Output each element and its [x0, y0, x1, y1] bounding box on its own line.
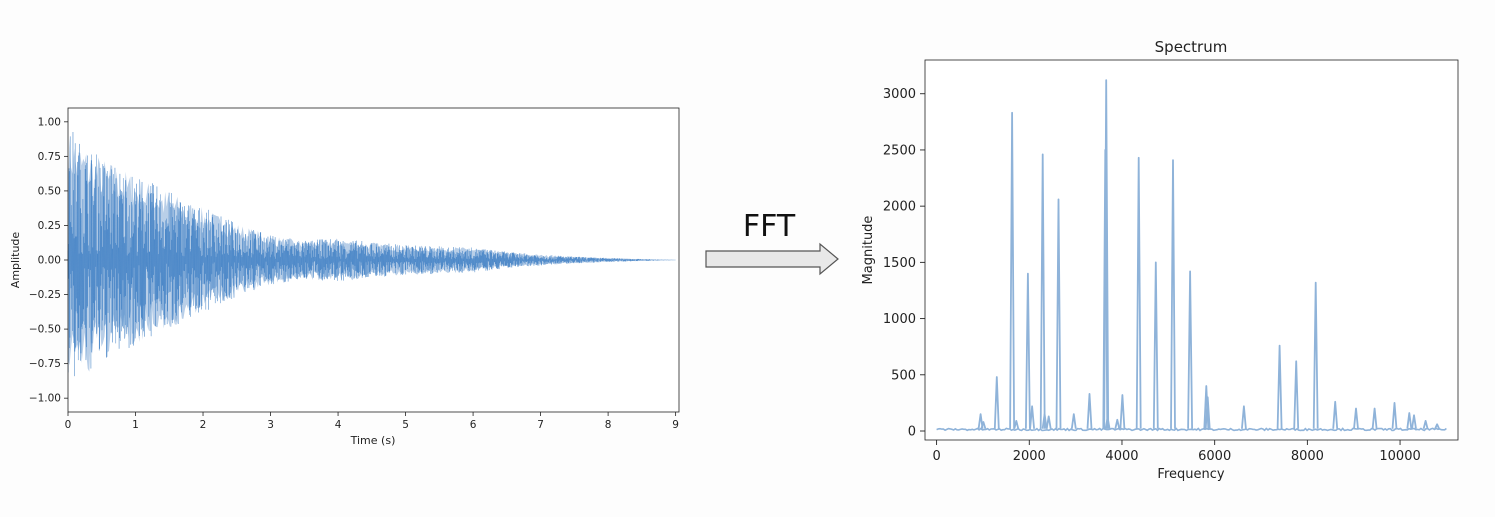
spectrum-peak [1434, 423, 1440, 430]
waveform-x-tick-label: 1 [132, 419, 139, 431]
waveform-x-tick-label: 0 [65, 419, 72, 431]
spectrum-peak [1029, 405, 1035, 429]
fft-arrow-label: FFT [743, 209, 796, 244]
waveform-x-tick-label: 9 [672, 419, 679, 431]
waveform-x-tick-label: 8 [605, 419, 612, 431]
spectrum-peak [1152, 261, 1159, 429]
spectrum-peak [1041, 413, 1048, 429]
spectrum-y-tick-label: 2000 [883, 200, 916, 215]
fft-arrow-icon [705, 242, 839, 276]
spectrum-x-tick-label: 10000 [1379, 449, 1420, 464]
spectrum-x-tick-label: 2000 [1013, 449, 1046, 464]
waveform-x-tick-label: 5 [402, 419, 409, 431]
waveform-chart: 0 1 2 3 4 5 6 7 8 9 −1.00 −0.75 −0.50 −0.25 0.00 0.25 0… [9, 107, 680, 447]
spectrum-peak [1103, 79, 1110, 429]
spectrum-series [936, 79, 1447, 432]
spectrum-chart: 0 2000 4000 6000 8000 10000 0 500 1000 1500 2000 2… [861, 38, 1459, 482]
waveform-x-tick-label: 7 [537, 419, 544, 431]
spectrum-peak [1135, 156, 1142, 429]
spectrum-peak [980, 421, 987, 430]
fft-arrow-group: FFT [705, 209, 839, 276]
spectrum-y-tick-label: 500 [891, 368, 916, 383]
waveform-y-tick-label: 0.25 [38, 220, 61, 232]
spectrum-x-tick-label: 4000 [1105, 449, 1138, 464]
waveform-y-tick-label: 0.75 [38, 151, 61, 163]
spectrum-peak [1312, 281, 1319, 429]
spectrum-peak [1170, 159, 1176, 429]
spectrum-peak [1086, 393, 1093, 429]
waveform-y-tick-label: −0.75 [29, 358, 61, 370]
waveform-y-tick-label: −0.50 [29, 324, 61, 336]
spectrum-x-tick-label: 6000 [1198, 449, 1231, 464]
waveform-y-tick-label: 0.00 [38, 255, 61, 267]
spectrum-peak [1119, 394, 1126, 429]
spectrum-peak [1391, 402, 1398, 429]
spectrum-peak [1203, 385, 1210, 429]
waveform-x-tick-label: 2 [200, 419, 207, 431]
spectrum-noise-floor [936, 427, 1447, 432]
spectrum-peak [1332, 400, 1339, 429]
spectrum-peak [1204, 396, 1211, 429]
spectrum-x-tick-label: 0 [932, 449, 940, 464]
spectrum-peak [1187, 270, 1193, 429]
spectrum-peak [1371, 407, 1378, 429]
spectrum-peak [1411, 414, 1417, 429]
waveform-line [67, 131, 676, 377]
spectrum-x-tick-label: 8000 [1291, 449, 1324, 464]
spectrum-x-ticks: 0 2000 4000 6000 8000 10000 [932, 440, 1421, 464]
spectrum-title: Spectrum [1155, 38, 1228, 56]
spectrum-y-tick-label: 0 [908, 425, 916, 440]
spectrum-peak [1276, 344, 1283, 429]
spectrum-peak [1013, 420, 1020, 430]
waveform-y-tick-label: 1.00 [38, 116, 61, 128]
waveform-x-tick-label: 4 [335, 419, 342, 431]
waveform-x-tick-label: 6 [470, 419, 477, 431]
spectrum-peak [1422, 420, 1429, 430]
spectrum-y-tick-label: 3000 [883, 87, 916, 102]
spectrum-peak [1241, 405, 1247, 429]
waveform-y-ticks: −1.00 −0.75 −0.50 −0.25 0.00 0.25 0.50 0.75 1.00 [29, 116, 68, 405]
waveform-y-tick-label: 0.50 [38, 185, 61, 197]
spectrum-peak [1104, 416, 1111, 429]
spectrum-y-tick-label: 2500 [883, 143, 916, 158]
waveform-y-tick-label: −1.00 [29, 393, 61, 405]
waveform-series [67, 131, 676, 377]
spectrum-peak [1045, 415, 1052, 429]
spectrum-y-axis-label: Magnitude [861, 216, 876, 285]
waveform-x-tick-label: 3 [267, 419, 274, 431]
spectrum-peak [1070, 413, 1077, 429]
waveform-x-axis-label: Time (s) [350, 434, 396, 447]
spectrum-peak [1114, 418, 1121, 429]
spectrum-peak [1293, 360, 1300, 429]
spectrum-frame [924, 59, 1459, 441]
spectrum-y-tick-label: 1500 [883, 256, 916, 271]
spectrum-peak [1055, 198, 1062, 429]
waveform-x-ticks: 0 1 2 3 4 5 6 7 8 9 [65, 412, 679, 431]
spectrum-peak [1353, 407, 1359, 429]
spectrum-y-ticks: 0 500 1000 1500 2000 2500 3000 [883, 87, 925, 440]
spectrum-peak [1025, 272, 1031, 429]
spectrum-x-axis-label: Frequency [1157, 467, 1224, 482]
spectrum-peak [1009, 111, 1015, 429]
waveform-y-axis-label: Amplitude [9, 232, 22, 289]
spectrum-peak [1039, 153, 1046, 429]
waveform-y-tick-label: −0.25 [29, 289, 61, 301]
spectrum-y-tick-label: 1000 [883, 312, 916, 327]
spectrum-peak [1406, 412, 1413, 429]
spectrum-peak [993, 376, 1000, 429]
